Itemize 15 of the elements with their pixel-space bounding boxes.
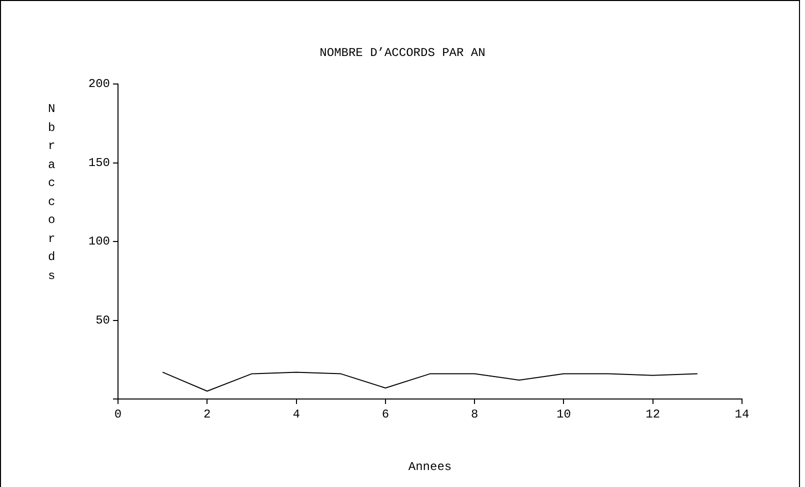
chart-title: NOMBRE D’ACCORDS PAR AN [318, 46, 486, 60]
x-tick-label: 0 [114, 407, 122, 422]
y-tick-label: 50 [96, 313, 110, 328]
x-tick-label: 6 [382, 407, 390, 422]
x-tick-label: 8 [470, 407, 478, 422]
text: Nbr accords [48, 102, 56, 282]
x-tick-label: 12 [646, 407, 660, 422]
x-tick-label: 14 [734, 407, 750, 422]
x-tick-label: 10 [556, 407, 571, 422]
y-tick-label: 200 [88, 77, 110, 92]
x-tick-label: 2 [204, 407, 211, 422]
y-tick-label: 100 [88, 234, 110, 249]
y-tick-label: 150 [88, 156, 110, 170]
x-axis-title: Annees [407, 460, 453, 474]
x-tick-label: 4 [292, 407, 300, 422]
